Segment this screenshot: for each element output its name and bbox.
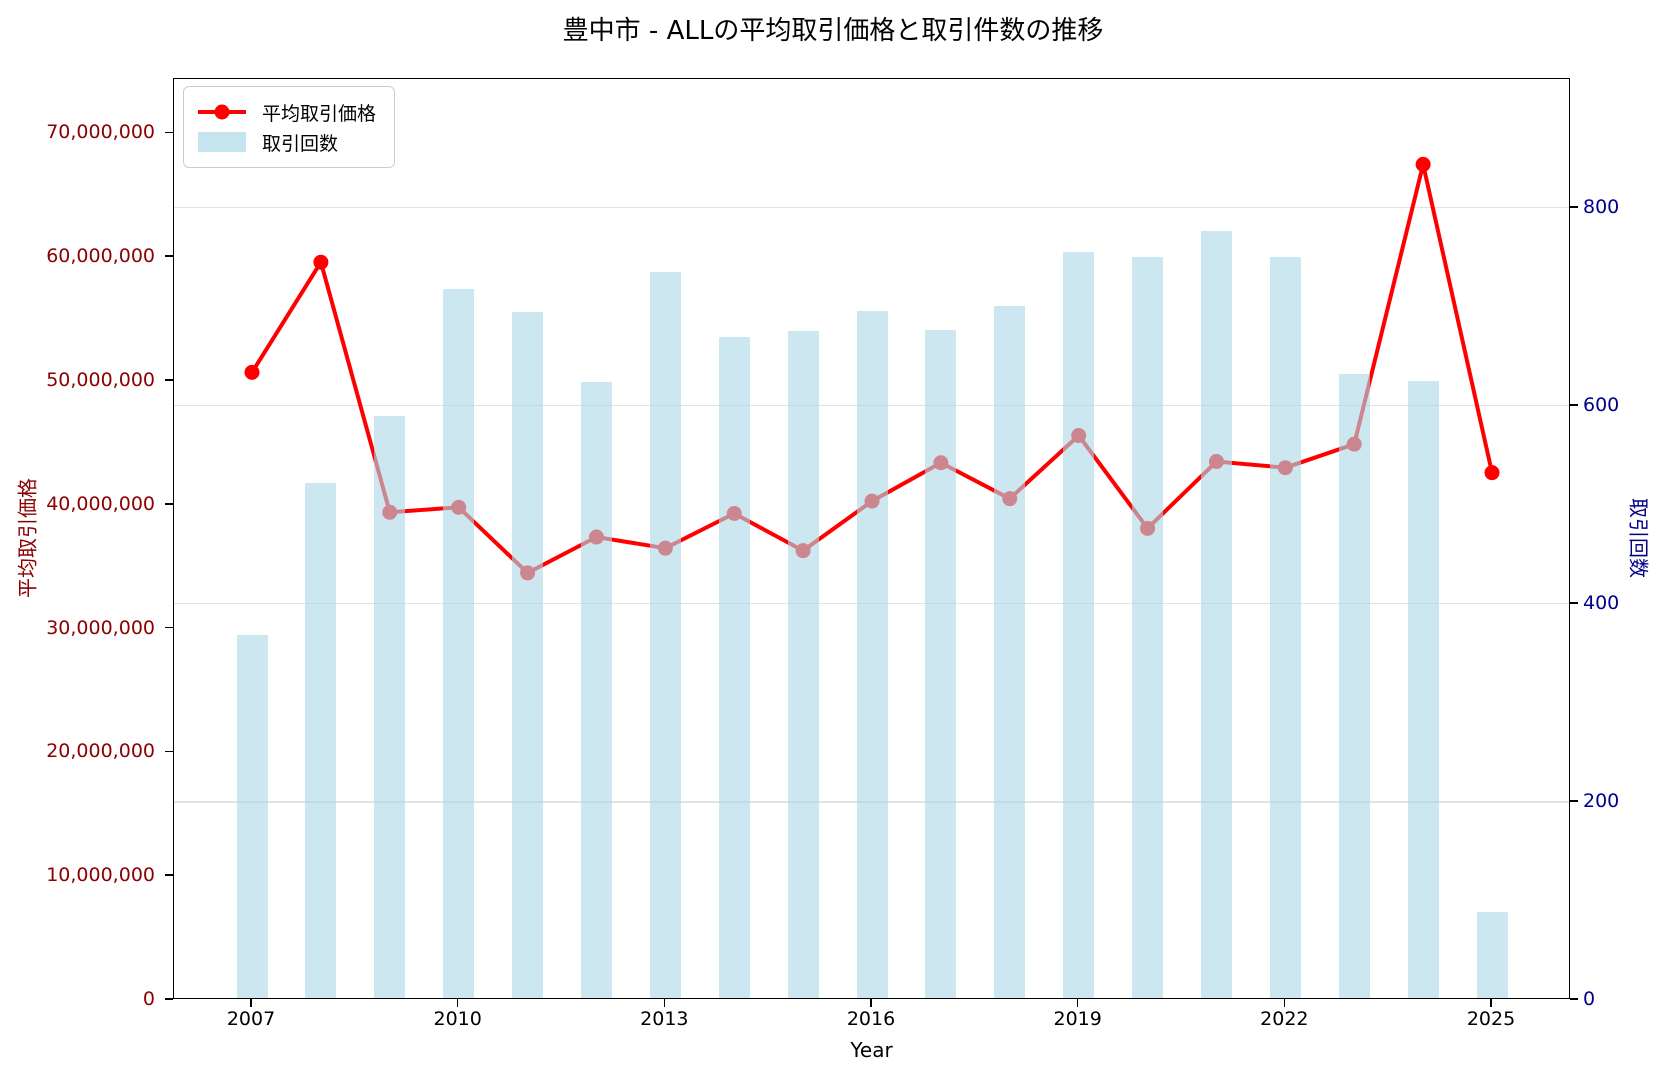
y-right-tick-label: 600 (1583, 393, 1620, 416)
count-bar (856, 311, 888, 999)
y-right-tick-label: 400 (1583, 591, 1620, 614)
count-bar (649, 272, 681, 999)
y-left-tick-label: 30,000,000 (46, 616, 155, 639)
count-bar (305, 483, 337, 999)
legend-count-label: 取引回数 (262, 132, 339, 155)
y-right-tick-label: 200 (1583, 789, 1620, 812)
count-bar (1269, 256, 1301, 999)
tick-mark (165, 626, 173, 629)
x-tick-label: 2013 (640, 1008, 689, 1030)
tick-mark (1283, 999, 1286, 1007)
legend-price-label: 平均取引価格 (262, 102, 377, 125)
price-marker (313, 254, 329, 270)
chart-title: 豊中市 - ALLの平均取引価格と取引件数の推移 (562, 16, 1104, 46)
count-bar (1407, 381, 1439, 999)
x-tick-label: 2025 (1466, 1008, 1516, 1030)
gridline (174, 207, 1569, 209)
y-left-axis-label: 平均取引価格 (15, 478, 40, 598)
tick-mark (1490, 999, 1492, 1007)
tick-mark (165, 750, 173, 753)
tick-mark (1570, 800, 1578, 802)
tick-mark (165, 503, 173, 505)
count-bar (512, 312, 544, 999)
tick-mark (1570, 998, 1578, 1000)
y-left-tick-label: 10,000,000 (46, 864, 155, 887)
count-bar (925, 329, 957, 999)
x-tick-label: 2016 (846, 1008, 896, 1030)
tick-mark (165, 255, 173, 258)
count-bar (787, 330, 819, 999)
count-bar (718, 336, 750, 999)
y-left-tick-label: 0 (142, 988, 155, 1010)
tick-mark (165, 874, 173, 876)
legend-item-count: 取引回数 (198, 127, 376, 157)
x-tick-label: 2010 (433, 1008, 482, 1030)
plot-area: 平均取引価格 取引回数 (173, 78, 1570, 999)
legend: 平均取引価格 取引回数 (183, 86, 396, 168)
y-right-tick-label: 800 (1583, 195, 1620, 218)
price-marker (1415, 156, 1431, 172)
y-left-tick-label: 60,000,000 (46, 245, 155, 268)
y-left-tick-label: 40,000,000 (46, 492, 155, 515)
y-right-tick-label: 0 (1583, 988, 1596, 1010)
price-marker (1484, 465, 1500, 481)
count-bar (443, 289, 475, 999)
tick-mark (456, 999, 459, 1007)
tick-mark (1076, 999, 1079, 1007)
count-bar (580, 382, 612, 999)
count-bar (1476, 912, 1508, 999)
tick-mark (250, 999, 252, 1007)
count-bar (1063, 251, 1095, 999)
x-tick-label: 2022 (1260, 1008, 1309, 1030)
y-left-tick-label: 70,000,000 (46, 121, 155, 144)
count-bar (1338, 373, 1370, 999)
price-marker (244, 364, 260, 380)
legend-item-price: 平均取引価格 (198, 97, 376, 127)
y-right-axis-label: 取引回数 (1626, 498, 1651, 578)
tick-mark (165, 379, 173, 381)
tick-mark (663, 999, 666, 1007)
x-tick-label: 2007 (226, 1008, 276, 1030)
count-bar (1132, 256, 1164, 999)
count-bar (1200, 230, 1232, 999)
count-bar (236, 634, 268, 999)
tick-mark (1570, 602, 1578, 604)
tick-mark (165, 131, 173, 134)
tick-mark (165, 998, 173, 1000)
tick-mark (1570, 404, 1578, 406)
legend-line-marker-icon (214, 104, 230, 120)
legend-line-swatch (198, 104, 246, 120)
tick-mark (1570, 205, 1578, 208)
count-bar (994, 306, 1026, 999)
count-bar (374, 416, 406, 999)
x-tick-label: 2019 (1053, 1008, 1102, 1030)
y-left-tick-label: 50,000,000 (46, 369, 155, 392)
legend-bar-swatch (198, 132, 246, 152)
y-left-tick-label: 20,000,000 (46, 740, 155, 763)
tick-mark (870, 999, 872, 1007)
x-axis-label: Year (850, 1038, 893, 1062)
